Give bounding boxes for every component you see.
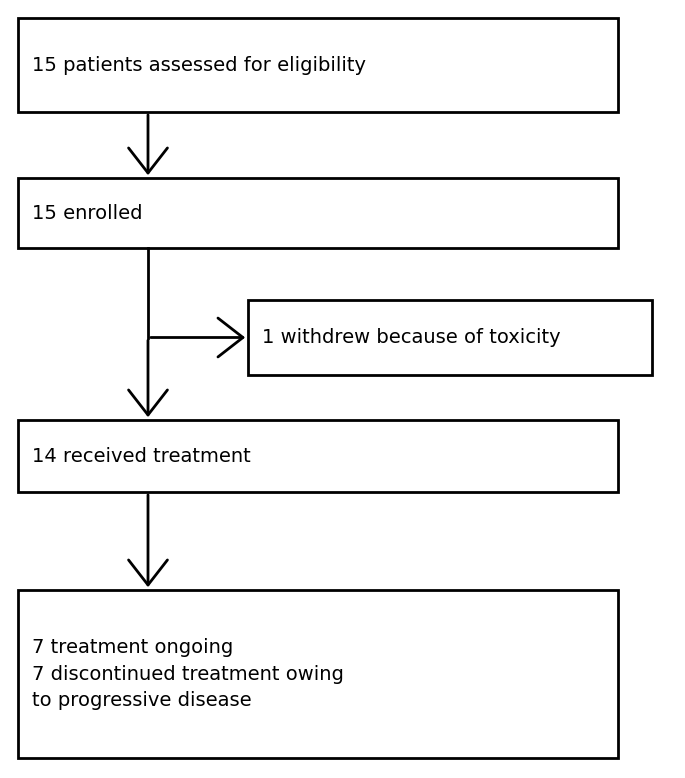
Bar	[18, 18, 618, 112]
Text: 15 enrolled: 15 enrolled	[32, 204, 142, 223]
Bar	[18, 420, 618, 492]
Bar	[18, 178, 618, 248]
Text: 14 received treatment: 14 received treatment	[32, 447, 251, 465]
Bar	[18, 590, 618, 758]
Bar	[248, 300, 652, 375]
Text: 7 treatment ongoing
7 discontinued treatment owing
to progressive disease: 7 treatment ongoing 7 discontinued treat…	[32, 638, 344, 710]
Text: 15 patients assessed for eligibility: 15 patients assessed for eligibility	[32, 55, 366, 75]
Text: 1 withdrew because of toxicity: 1 withdrew because of toxicity	[262, 328, 560, 347]
